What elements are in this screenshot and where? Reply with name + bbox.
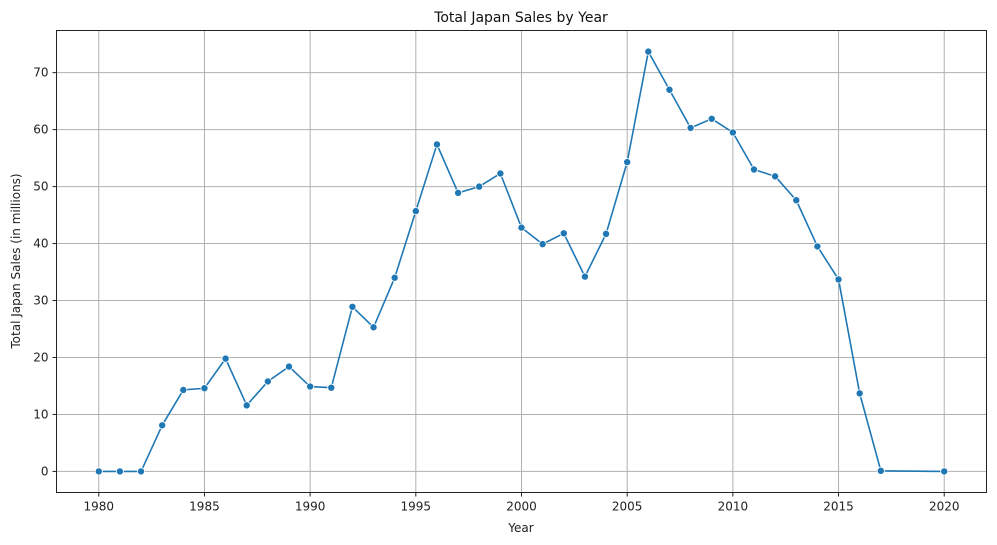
data-point	[284, 362, 293, 371]
data-point	[137, 467, 146, 476]
x-tick-label: 1995	[401, 500, 432, 514]
data-point	[517, 223, 526, 232]
y-tick-label: 30	[33, 294, 48, 308]
series-layer	[94, 47, 949, 476]
y-axis-title: Total Japan Sales (in millions)	[9, 173, 23, 349]
data-point	[348, 302, 357, 311]
data-point	[623, 158, 632, 167]
data-point	[306, 382, 315, 391]
y-tick-label: 0	[41, 464, 49, 478]
x-tick-label: 2000	[506, 500, 537, 514]
data-point	[496, 169, 505, 178]
data-point	[728, 128, 737, 137]
data-point	[750, 165, 759, 174]
data-point	[94, 467, 103, 476]
data-point	[179, 385, 188, 394]
x-tick-label: 2020	[929, 500, 960, 514]
data-point	[644, 47, 653, 56]
data-point	[538, 240, 547, 249]
y-tick-label: 20	[33, 350, 48, 364]
y-tick-label: 10	[33, 407, 48, 421]
plot-frame	[56, 30, 987, 493]
data-point	[390, 273, 399, 282]
x-tick-label: 1980	[83, 500, 114, 514]
data-point	[263, 377, 272, 386]
data-point	[792, 196, 801, 205]
data-point	[602, 229, 611, 238]
data-point	[707, 114, 716, 123]
data-point	[369, 323, 378, 332]
data-point	[454, 188, 463, 197]
data-point	[813, 242, 822, 251]
data-point	[855, 389, 864, 398]
data-point	[665, 85, 674, 94]
data-point	[221, 354, 230, 363]
data-point	[559, 229, 568, 238]
data-point	[771, 172, 780, 181]
data-point	[158, 421, 167, 430]
x-tick-label: 1990	[295, 500, 326, 514]
y-tick-label: 70	[33, 66, 48, 80]
data-point	[327, 383, 336, 392]
data-point	[115, 467, 124, 476]
x-tick-label: 2010	[718, 500, 749, 514]
chart-title: Total Japan Sales by Year	[433, 10, 608, 26]
data-point	[475, 182, 484, 191]
x-tick-label: 1985	[189, 500, 220, 514]
data-point	[580, 272, 589, 281]
y-tick-label: 50	[33, 180, 48, 194]
data-point	[432, 140, 441, 149]
x-tick-label: 2005	[612, 500, 643, 514]
y-tick-label: 40	[33, 237, 48, 251]
data-point	[876, 466, 885, 475]
data-point	[834, 275, 843, 284]
x-axis-title: Year	[507, 521, 533, 535]
data-point	[940, 467, 949, 476]
data-point	[242, 401, 251, 410]
y-tick-label: 60	[33, 123, 48, 137]
data-point	[686, 123, 695, 132]
data-point	[200, 384, 209, 393]
axis-ticks: 1980 1985 1990 1995 2000 2005 2010 2015 2020 0 10 2…	[33, 66, 959, 514]
grid	[56, 30, 987, 493]
data-point	[411, 207, 420, 216]
x-tick-label: 2015	[823, 500, 854, 514]
